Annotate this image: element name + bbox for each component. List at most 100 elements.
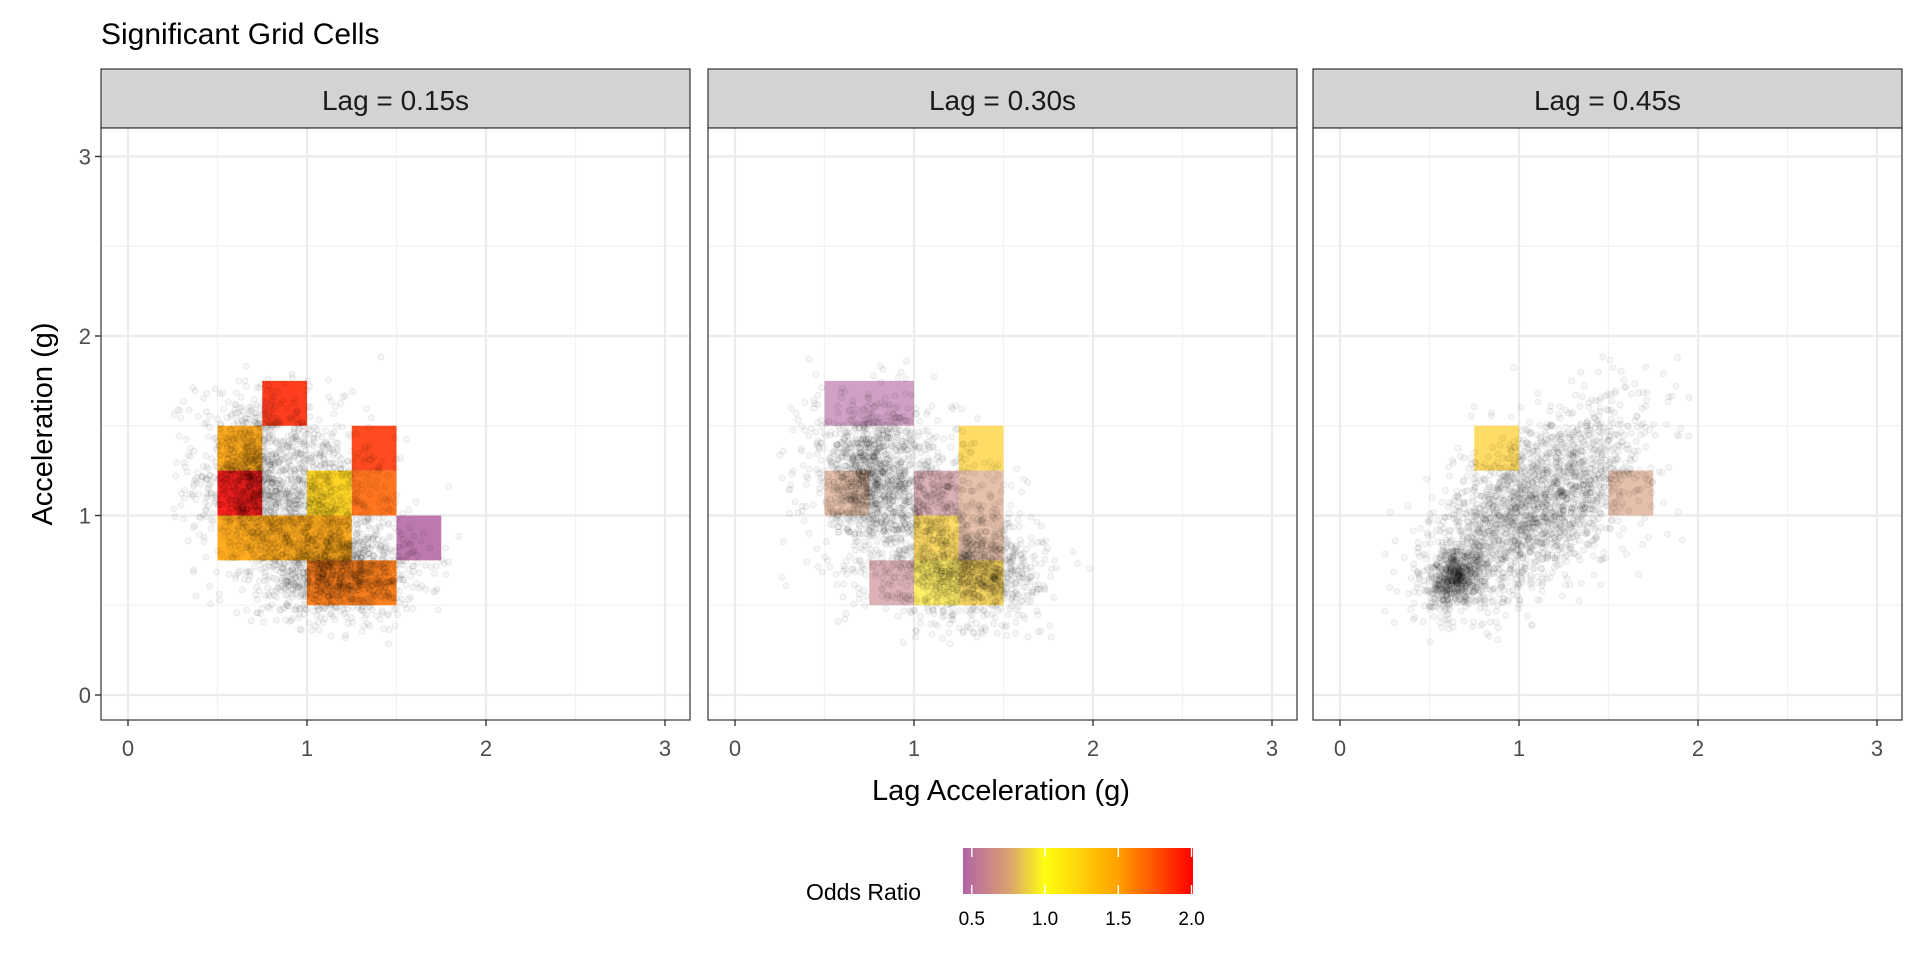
scatter-point xyxy=(237,425,245,433)
scatter-point xyxy=(888,555,896,563)
scatter-point xyxy=(200,395,208,402)
scatter-point xyxy=(245,514,253,522)
scatter-point xyxy=(337,455,345,463)
scatter-point xyxy=(327,547,335,555)
scatter-point xyxy=(391,524,398,532)
scatter-point xyxy=(304,425,312,433)
scatter-point xyxy=(305,619,313,627)
scatter-point xyxy=(338,483,346,491)
scatter-point xyxy=(278,445,286,453)
scatter-point xyxy=(320,619,328,627)
scatter-point xyxy=(286,512,294,520)
scatter-point xyxy=(275,460,282,468)
scatter-point xyxy=(258,442,266,450)
scatter-point xyxy=(255,420,262,428)
scatter-point xyxy=(219,483,227,491)
scatter-point xyxy=(180,494,188,502)
scatter-point xyxy=(942,537,949,545)
scatter-point xyxy=(349,388,356,395)
scatter-point xyxy=(318,433,326,441)
scatter-point xyxy=(337,461,344,469)
scatter-point xyxy=(1037,522,1045,530)
scatter-point xyxy=(260,536,268,544)
scatter-point xyxy=(442,571,450,579)
scatter-point xyxy=(331,539,339,547)
scatter-point xyxy=(237,511,245,519)
scatter-point xyxy=(257,489,265,497)
scatter-point xyxy=(877,378,885,386)
scatter-point xyxy=(207,490,215,498)
scatter-point xyxy=(280,523,287,531)
scatter-point xyxy=(287,474,295,482)
scatter-point xyxy=(355,498,363,505)
scatter-point xyxy=(215,475,223,482)
scatter-point xyxy=(308,487,316,495)
scatter-point xyxy=(276,525,283,532)
scatter-point xyxy=(325,534,333,542)
scatter-point xyxy=(782,582,790,590)
scatter-point xyxy=(372,524,380,532)
scatter-point xyxy=(345,431,353,438)
scatter-point xyxy=(930,373,938,381)
scatter-point xyxy=(884,591,892,599)
scatter-point xyxy=(370,453,378,461)
scatter-point xyxy=(261,498,269,506)
scatter-point xyxy=(282,534,290,542)
scatter-point xyxy=(944,551,952,559)
scatter-point xyxy=(241,449,249,457)
grid-cell-tile xyxy=(217,425,263,471)
scatter-point xyxy=(282,448,290,456)
scatter-point xyxy=(320,567,328,575)
scatter-point xyxy=(353,525,361,533)
scatter-point xyxy=(384,497,391,505)
scatter-point xyxy=(365,585,373,592)
scatter-point xyxy=(244,476,252,483)
scatter-point xyxy=(266,539,274,547)
scatter-point xyxy=(438,556,446,564)
scatter-point xyxy=(333,604,341,612)
scatter-point xyxy=(209,517,217,525)
scatter-point xyxy=(272,437,279,445)
scatter-point xyxy=(310,430,318,438)
scatter-point xyxy=(259,536,267,544)
scatter-point xyxy=(340,460,348,468)
scatter-point xyxy=(242,382,250,390)
scatter-point xyxy=(338,472,346,480)
scatter-point xyxy=(968,611,976,619)
scatter-point xyxy=(184,451,192,459)
scatter-point xyxy=(378,609,386,617)
scatter-point xyxy=(268,450,276,458)
scatter-point xyxy=(287,556,295,564)
scatter-point xyxy=(791,498,799,506)
scatter-point xyxy=(293,501,301,509)
scatter-point xyxy=(366,603,374,611)
scatter-point xyxy=(976,594,984,602)
scatter-point xyxy=(396,454,404,462)
scatter-point xyxy=(297,438,304,445)
scatter-point xyxy=(364,534,372,541)
scatter-point xyxy=(187,490,194,498)
scatter-point xyxy=(334,439,342,447)
scatter-point xyxy=(990,476,997,484)
scatter-point xyxy=(343,566,351,574)
scatter-point xyxy=(381,584,389,592)
scatter-point xyxy=(307,565,315,573)
scatter-point xyxy=(906,543,914,551)
scatter-point xyxy=(253,529,261,537)
scatter-point xyxy=(290,425,298,433)
scatter-point xyxy=(224,455,232,463)
scatter-point xyxy=(294,505,302,513)
scatter-point xyxy=(246,484,254,492)
scatter-point xyxy=(199,463,207,470)
scatter-point xyxy=(353,496,361,504)
scatter-point xyxy=(296,564,304,572)
scatter-point xyxy=(964,464,972,472)
scatter-point xyxy=(296,556,304,564)
scatter-point xyxy=(258,483,266,491)
scatter-point xyxy=(258,554,266,562)
scatter-point xyxy=(274,583,282,591)
scatter-point xyxy=(336,576,344,584)
scatter-point xyxy=(260,458,268,466)
scatter-point xyxy=(319,443,327,451)
